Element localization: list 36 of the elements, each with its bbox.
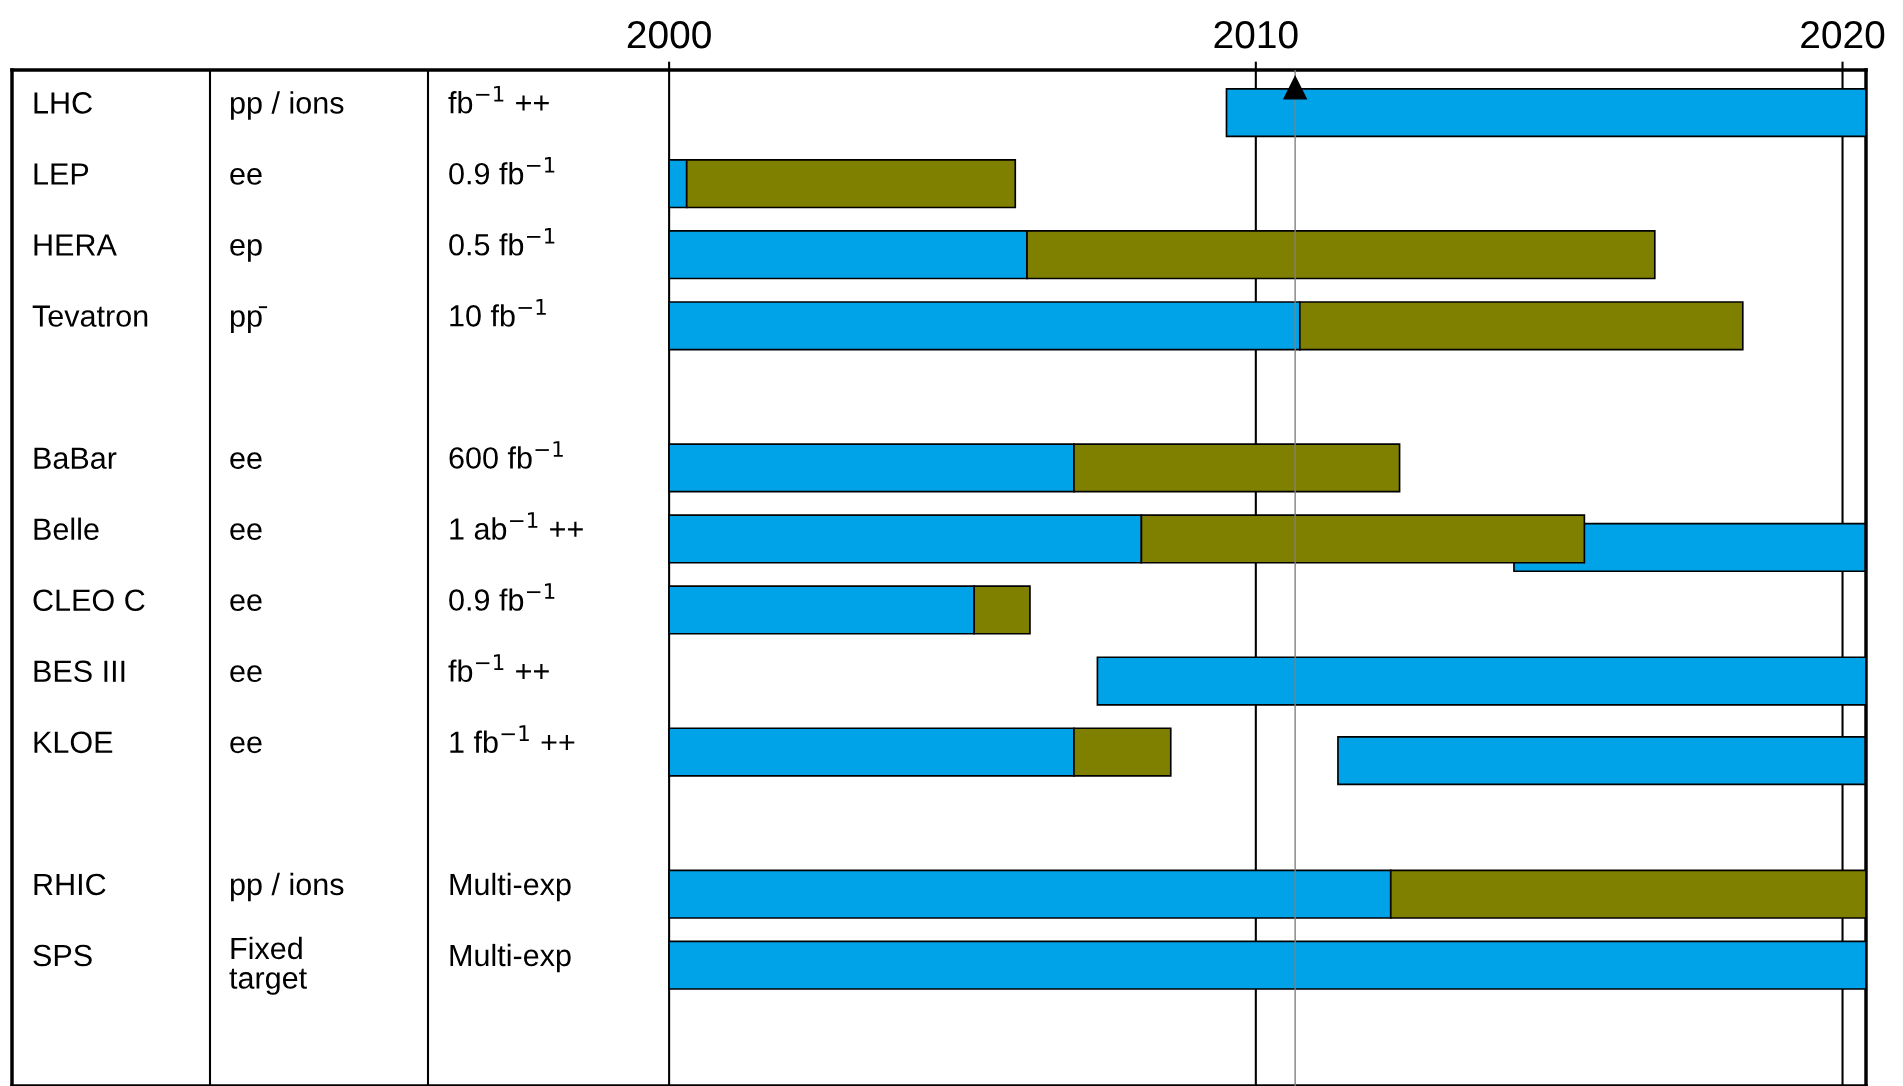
text: 10 fb$^{−1}$ <box>450 299 546 327</box>
y-tick-label: HERA <box>34 234 117 256</box>
text: ee <box>230 523 262 541</box>
text: 1 ab$^{−1}$ ++ <box>450 512 583 540</box>
text: ee <box>230 736 262 754</box>
x2-tick-label: 2020 <box>1801 20 1885 49</box>
text: Multi-exp <box>450 943 571 973</box>
text: 0.5 fb$^{−1}$ <box>449 228 555 256</box>
text: pp / ions <box>230 91 344 120</box>
x2-tick-label: 2000 <box>627 20 711 49</box>
text: 600 fb$^{−1}$ <box>449 441 563 469</box>
text: ee <box>230 665 262 683</box>
text: pp / ions <box>230 872 344 902</box>
y-tick-label: BES III <box>34 660 125 683</box>
y-tick-label: CLEO C <box>33 589 145 612</box>
text: ee <box>230 168 262 185</box>
y-tick-label: KLOE <box>34 731 113 754</box>
text: ee <box>230 594 262 612</box>
text: 0.9 fb$^{−1}$ <box>449 583 555 611</box>
text: fb$^{−1}$ ++ <box>448 85 549 114</box>
text: 1 fb$^{−1}$ ++ <box>450 725 575 753</box>
y-tick-label: Belle <box>34 517 99 541</box>
text: 0.9 fb$^{−1}$ <box>449 156 555 185</box>
y-tick-label: LHC <box>34 92 92 114</box>
y-tick-label: LEP <box>34 163 89 185</box>
text: fb$^{−1}$ ++ <box>448 654 549 682</box>
text: ee <box>230 452 262 469</box>
y-tick-label: RHIC <box>34 873 106 896</box>
y-tick-label: Tevatron <box>32 305 148 327</box>
y-tick-label: BaBar <box>34 447 117 469</box>
text: Multi-exp <box>450 872 571 902</box>
text: ep <box>230 239 262 262</box>
text: pp̄ <box>230 306 268 333</box>
text: Fixed target <box>229 936 307 995</box>
y-tick-label: SPS <box>33 944 92 967</box>
x2-tick-label: 2010 <box>1214 20 1298 49</box>
